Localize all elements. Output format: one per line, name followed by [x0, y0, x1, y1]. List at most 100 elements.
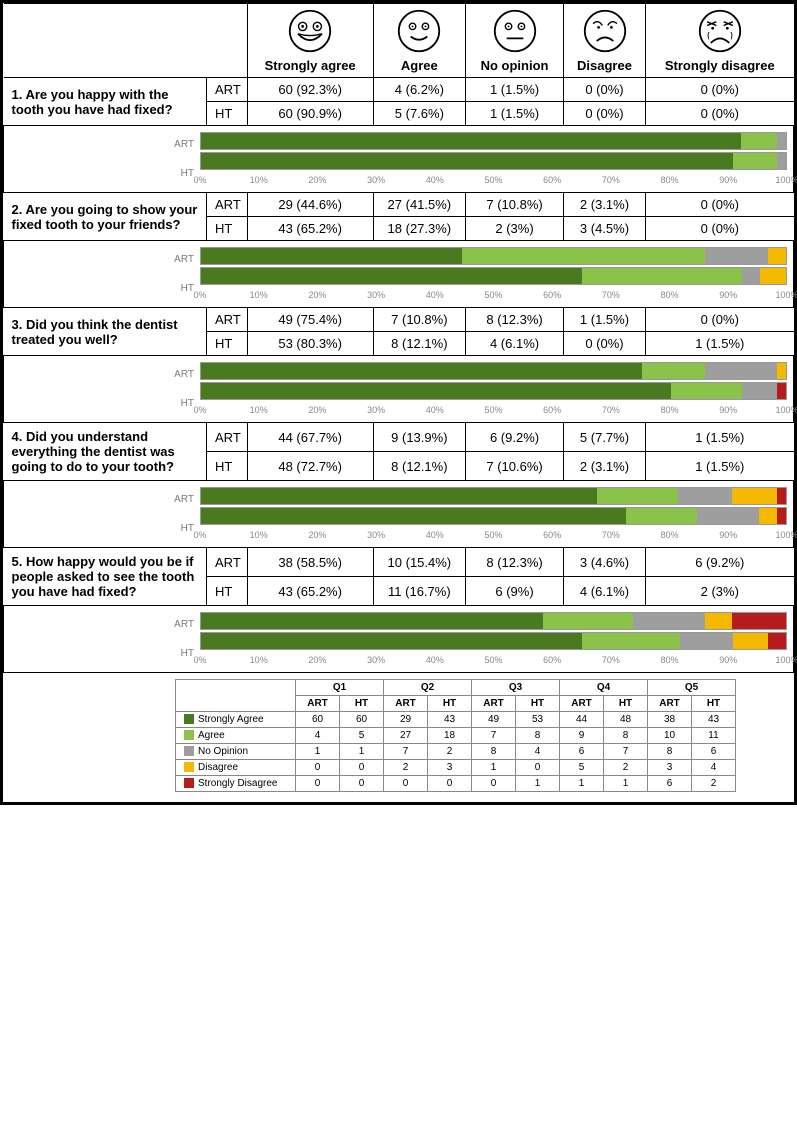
summary-cell: 38 — [648, 712, 692, 728]
data-cell: 38 (58.5%) — [247, 548, 373, 577]
legend-label: Strongly Disagree — [198, 778, 277, 789]
chart-bar-label: HT — [181, 283, 194, 294]
axis-tick-label: 70% — [602, 290, 620, 300]
header-disagree: Disagree — [563, 4, 645, 78]
bar-segment — [201, 363, 642, 379]
axis-tick-label: 50% — [484, 290, 502, 300]
axis-tick-label: 30% — [367, 655, 385, 665]
data-cell: 0 (0%) — [646, 217, 794, 241]
chart-bar-label: ART — [174, 139, 194, 150]
data-cell: 49 (75.4%) — [247, 308, 373, 332]
data-cell: 0 (0%) — [563, 102, 645, 126]
axis-tick-label: 60% — [543, 175, 561, 185]
data-cell: 7 (10.6%) — [466, 452, 564, 481]
summary-cell: 6 — [692, 744, 736, 760]
bar-segment — [201, 488, 597, 504]
summary-cell: 6 — [560, 744, 604, 760]
summary-cell: 1 — [516, 776, 560, 792]
bar-segment — [201, 383, 671, 399]
header-label: Strongly disagree — [665, 58, 775, 73]
axis-tick-label: 50% — [484, 405, 502, 415]
legend-label: Strongly Agree — [198, 714, 264, 725]
data-cell: 8 (12.3%) — [466, 548, 564, 577]
bar-segment — [201, 613, 543, 629]
summary-cell: 8 — [604, 728, 648, 744]
bar-segment — [733, 153, 777, 169]
bar-segment — [777, 363, 786, 379]
data-cell: 0 (0%) — [563, 332, 645, 356]
bar-segment — [462, 248, 705, 264]
bar-segment — [705, 363, 777, 379]
axis-tick-label: 100% — [775, 290, 797, 300]
summary-cell: 0 — [384, 776, 428, 792]
data-cell: 5 (7.6%) — [373, 102, 466, 126]
summary-cell: 2 — [384, 760, 428, 776]
table-row: 4. Did you understand everything the den… — [4, 423, 794, 452]
summary-group-header: HT — [516, 696, 560, 712]
summary-cell: 5 — [340, 728, 384, 744]
data-cell: 7 (10.8%) — [373, 308, 466, 332]
axis-tick-label: 70% — [602, 405, 620, 415]
axis-tick-label: 0% — [193, 530, 206, 540]
summary-row: Agree45271878981011 — [176, 728, 736, 744]
chart-bar-label: HT — [181, 398, 194, 409]
summary-q-header: Q2 — [384, 680, 472, 696]
group-label: HT — [207, 332, 248, 356]
chart-x-axis: 0%10%20%30%40%50%60%70%80%90%100% — [200, 402, 787, 418]
summary-cell: 8 — [516, 728, 560, 744]
bar-segment — [705, 248, 768, 264]
header-label: Strongly agree — [265, 58, 356, 73]
data-cell: 44 (67.7%) — [247, 423, 373, 452]
summary-cell: 7 — [604, 744, 648, 760]
summary-cell: 43 — [428, 712, 472, 728]
axis-tick-label: 60% — [543, 530, 561, 540]
data-cell: 1 (1.5%) — [563, 308, 645, 332]
chart-row: ARTHT0%10%20%30%40%50%60%70%80%90%100% — [4, 241, 794, 308]
axis-tick-label: 30% — [367, 175, 385, 185]
summary-cell: 0 — [296, 760, 340, 776]
axis-tick-label: 40% — [426, 290, 444, 300]
data-cell: 43 (65.2%) — [247, 577, 373, 606]
summary-cell: 0 — [296, 776, 340, 792]
summary-group-header: ART — [560, 696, 604, 712]
data-cell: 0 (0%) — [563, 78, 645, 102]
stacked-bar — [200, 152, 787, 170]
data-cell: 60 (92.3%) — [247, 78, 373, 102]
axis-tick-label: 60% — [543, 405, 561, 415]
summary-cell: 11 — [692, 728, 736, 744]
chart-bar-label: HT — [181, 648, 194, 659]
bar-segment — [777, 383, 786, 399]
axis-tick-label: 70% — [602, 530, 620, 540]
legend-swatch — [184, 746, 194, 756]
question-label: 5. How happy would you be if people aske… — [4, 548, 207, 606]
bar-segment — [582, 268, 742, 284]
header-row: Strongly agree Agree — [4, 4, 794, 78]
survey-figure: Strongly agree Agree — [0, 0, 797, 805]
axis-tick-label: 90% — [719, 655, 737, 665]
bar-segment — [201, 268, 582, 284]
bar-segment — [201, 508, 626, 524]
chart-row: ARTHT0%10%20%30%40%50%60%70%80%90%100% — [4, 356, 794, 423]
stacked-bar — [200, 507, 787, 525]
stacked-bar — [200, 247, 787, 265]
summary-cell: 4 — [516, 744, 560, 760]
axis-tick-label: 80% — [661, 530, 679, 540]
axis-tick-label: 80% — [661, 175, 679, 185]
data-cell: 0 (0%) — [646, 193, 794, 217]
summary-cell: 0 — [340, 760, 384, 776]
data-cell: 48 (72.7%) — [247, 452, 373, 481]
summary-q-header: Q4 — [560, 680, 648, 696]
data-cell: 8 (12.1%) — [373, 332, 466, 356]
axis-tick-label: 100% — [775, 175, 797, 185]
summary-cell: 60 — [340, 712, 384, 728]
summary-cell: 44 — [560, 712, 604, 728]
bar-segment — [697, 508, 759, 524]
header-label: Agree — [401, 58, 438, 73]
data-cell: 6 (9.2%) — [466, 423, 564, 452]
face-disagree-icon — [582, 8, 628, 54]
axis-tick-label: 90% — [719, 175, 737, 185]
summary-cell: 2 — [604, 760, 648, 776]
stacked-bar — [200, 487, 787, 505]
bar-segment — [732, 613, 786, 629]
chart-bar-label: ART — [174, 619, 194, 630]
